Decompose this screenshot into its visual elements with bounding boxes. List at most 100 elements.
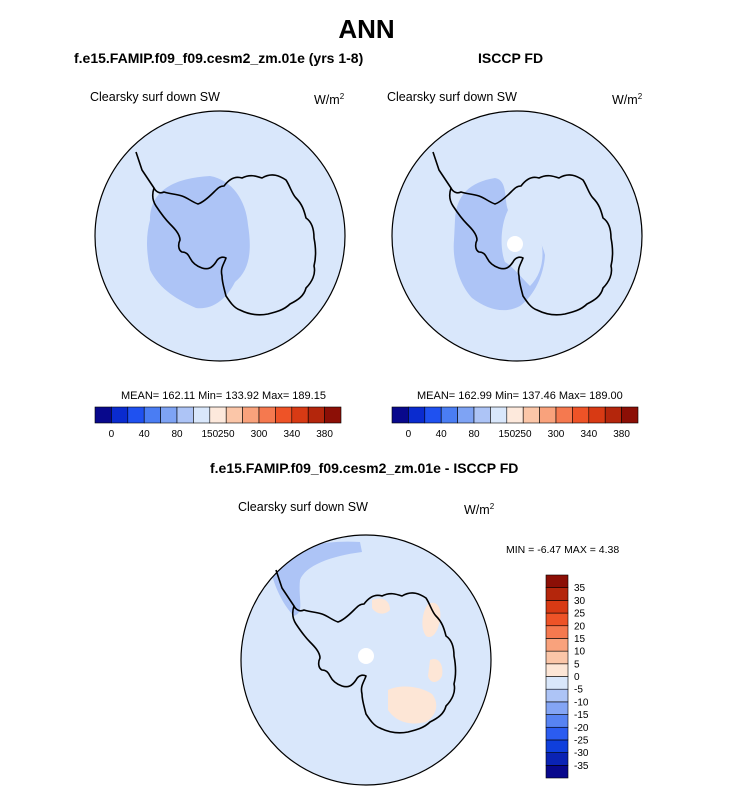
panel-2-colorbar-tick-label: 150 <box>498 429 515 440</box>
panel-3-variable-label: Clearsky surf down SW <box>238 500 368 514</box>
panel-2-map-border <box>391 110 643 362</box>
panel-3-colorbar-swatch <box>545 714 569 728</box>
panel-3-colorbar-swatch <box>545 625 569 639</box>
panel-3-negative-region <box>270 541 362 616</box>
panel-1-colorbar-swatch <box>176 406 194 424</box>
panel-2-map <box>391 110 643 362</box>
panel-3-colorbar-tick-label: 15 <box>574 634 586 645</box>
panel-1-colorbar-swatch <box>324 406 342 424</box>
panel-2-colorbar: 0 40 80 150 250 300 340 380 <box>391 406 639 440</box>
panel-3-colorbar-tick-label: 25 <box>574 609 586 620</box>
panel-2-colorbar-swatch <box>408 406 426 424</box>
panel-2-colorbar-tick-label: 0 <box>406 429 412 440</box>
panel-2-colorbar-swatch <box>522 406 540 424</box>
panel-2-pole-hole <box>507 236 523 252</box>
panel-1-colorbar-tick-label: 380 <box>316 429 333 440</box>
panel-3-positive-region-d <box>372 598 390 614</box>
panel-3-colorbar-swatch <box>545 638 569 652</box>
panel-1-colorbar-swatch <box>193 406 211 424</box>
panel-2-colorbar-swatch <box>440 406 458 424</box>
panel-1-colorbar-swatch <box>111 406 129 424</box>
panel-1-colorbar-swatch <box>209 406 227 424</box>
panel-1-colorbar-tick-label: 250 <box>218 429 235 440</box>
panel-1-colorbar-tick-label: 300 <box>251 429 268 440</box>
panel-2-colorbar-tick-label: 40 <box>436 429 448 440</box>
panel-3-colorbar-swatch <box>545 587 569 601</box>
panel-2-colorbar-swatch <box>572 406 590 424</box>
panel-2-colorbar-swatch <box>588 406 606 424</box>
panel-3-colorbar-tick-label: 10 <box>574 647 586 658</box>
panel-3-map <box>240 534 492 786</box>
panel-3-map-border <box>240 534 492 786</box>
panel-2-colorbar-swatch <box>490 406 508 424</box>
panel-1-colorbar-swatch <box>242 406 260 424</box>
panel-3-colorbar-tick-label: 5 <box>574 659 580 670</box>
panel-1-map <box>94 110 346 362</box>
panel-2-colorbar-swatch <box>457 406 475 424</box>
panel-1-variable-label: Clearsky surf down SW <box>90 90 220 104</box>
panel-3-colorbar-swatch <box>545 739 569 753</box>
panel-2-units-label: W/m2 <box>612 92 643 108</box>
panel-3-positive-region-c <box>428 658 443 682</box>
panel-3-colorbar-swatch <box>545 688 569 703</box>
panel-3-stats: MIN = -6.47 MAX = 4.38 <box>506 544 620 556</box>
panel-1-colorbar-tick-label: 80 <box>171 429 183 440</box>
panel-3-colorbar-tick-label: -30 <box>574 748 589 759</box>
panel-3-colorbar-tick-label: -25 <box>574 735 589 746</box>
panel-1-colorbar-swatch <box>291 406 309 424</box>
panel-1-colorbar-tick-label: 340 <box>283 429 300 440</box>
panel-1-colorbar-swatch <box>275 406 293 424</box>
panel-2-colorbar-swatch <box>506 406 524 424</box>
panel-3-positive-region-a <box>388 686 437 724</box>
panel-3-colorbar-swatch <box>545 574 569 588</box>
panel-3-positive-region-b <box>422 602 441 638</box>
panel-3-colorbar-swatch <box>545 612 569 627</box>
main-title: ANN <box>338 14 395 44</box>
panel-3-colorbar-tick-label: 35 <box>574 583 586 594</box>
panel-1-colorbar-swatch <box>94 406 112 424</box>
panel-2-colorbar-tick-label: 380 <box>613 429 630 440</box>
panel-3-colorbar-tick-label: 20 <box>574 621 586 632</box>
panel-2-stats: MEAN= 162.99 Min= 137.46 Max= 189.00 <box>417 390 623 402</box>
panel-3-colorbar-swatch <box>545 600 569 614</box>
panel-3-colorbar-swatch <box>545 765 569 779</box>
panel-2-colorbar-swatch <box>391 406 409 424</box>
panel-2-colorbar-swatch <box>604 406 622 424</box>
panel-1-map-border <box>94 110 346 362</box>
panel-1-colorbar-swatch <box>143 406 161 424</box>
panel-1-colorbar-tick-label: 0 <box>109 429 115 440</box>
panel-1-stats: MEAN= 162.11 Min= 133.92 Max= 189.15 <box>121 390 326 402</box>
panel-1-colorbar-swatch <box>258 406 276 424</box>
panel-2-colorbar-tick-label: 300 <box>548 429 565 440</box>
panel-1-colorbar-swatch <box>160 406 178 424</box>
panel-3-title: f.e15.FAMIP.f09_f09.cesm2_zm.01e - ISCCP… <box>210 460 519 476</box>
panel-1-colorbar: 0 40 80 150 250 300 340 380 <box>94 406 342 440</box>
panel-1-units-label: W/m2 <box>314 92 345 108</box>
panel-3-colorbar-tick-label: -10 <box>574 697 589 708</box>
panel-2-colorbar-swatch <box>539 406 557 424</box>
panel-3-colorbar-swatch <box>545 752 569 766</box>
panel-3-colorbar-swatch <box>545 650 569 665</box>
panel-2-colorbar-swatch <box>621 406 639 424</box>
panel-2-colorbar-tick-label: 250 <box>515 429 532 440</box>
panel-1-colorbar-tick-label: 150 <box>201 429 218 440</box>
panel-1-title: f.e15.FAMIP.f09_f09.cesm2_zm.01e (yrs 1-… <box>74 50 364 66</box>
panel-3-colorbar-swatch <box>545 663 569 677</box>
panel-3-colorbar-swatch <box>545 701 569 715</box>
panel-2-colorbar-swatch <box>473 406 491 424</box>
panel-3-colorbar-tick-label: -20 <box>574 723 589 734</box>
panel-1-colorbar-swatch <box>127 406 145 424</box>
panel-2-colorbar-swatch <box>424 406 442 424</box>
panel-3-colorbar-tick-label: 0 <box>574 672 580 683</box>
panel-3-colorbar-tick-label: -5 <box>574 685 583 696</box>
panel-1-low-sw-region <box>147 176 250 309</box>
panel-2-colorbar-swatch <box>555 406 573 424</box>
panel-3-colorbar-tick-label: 30 <box>574 596 586 607</box>
panel-2-colorbar-tick-label: 340 <box>580 429 597 440</box>
panel-1-colorbar-swatch <box>225 406 243 424</box>
panel-3-units-label: W/m2 <box>464 502 495 518</box>
panel-3-colorbar-tick-label: -15 <box>574 710 589 721</box>
panel-2-variable-label: Clearsky surf down SW <box>387 90 517 104</box>
